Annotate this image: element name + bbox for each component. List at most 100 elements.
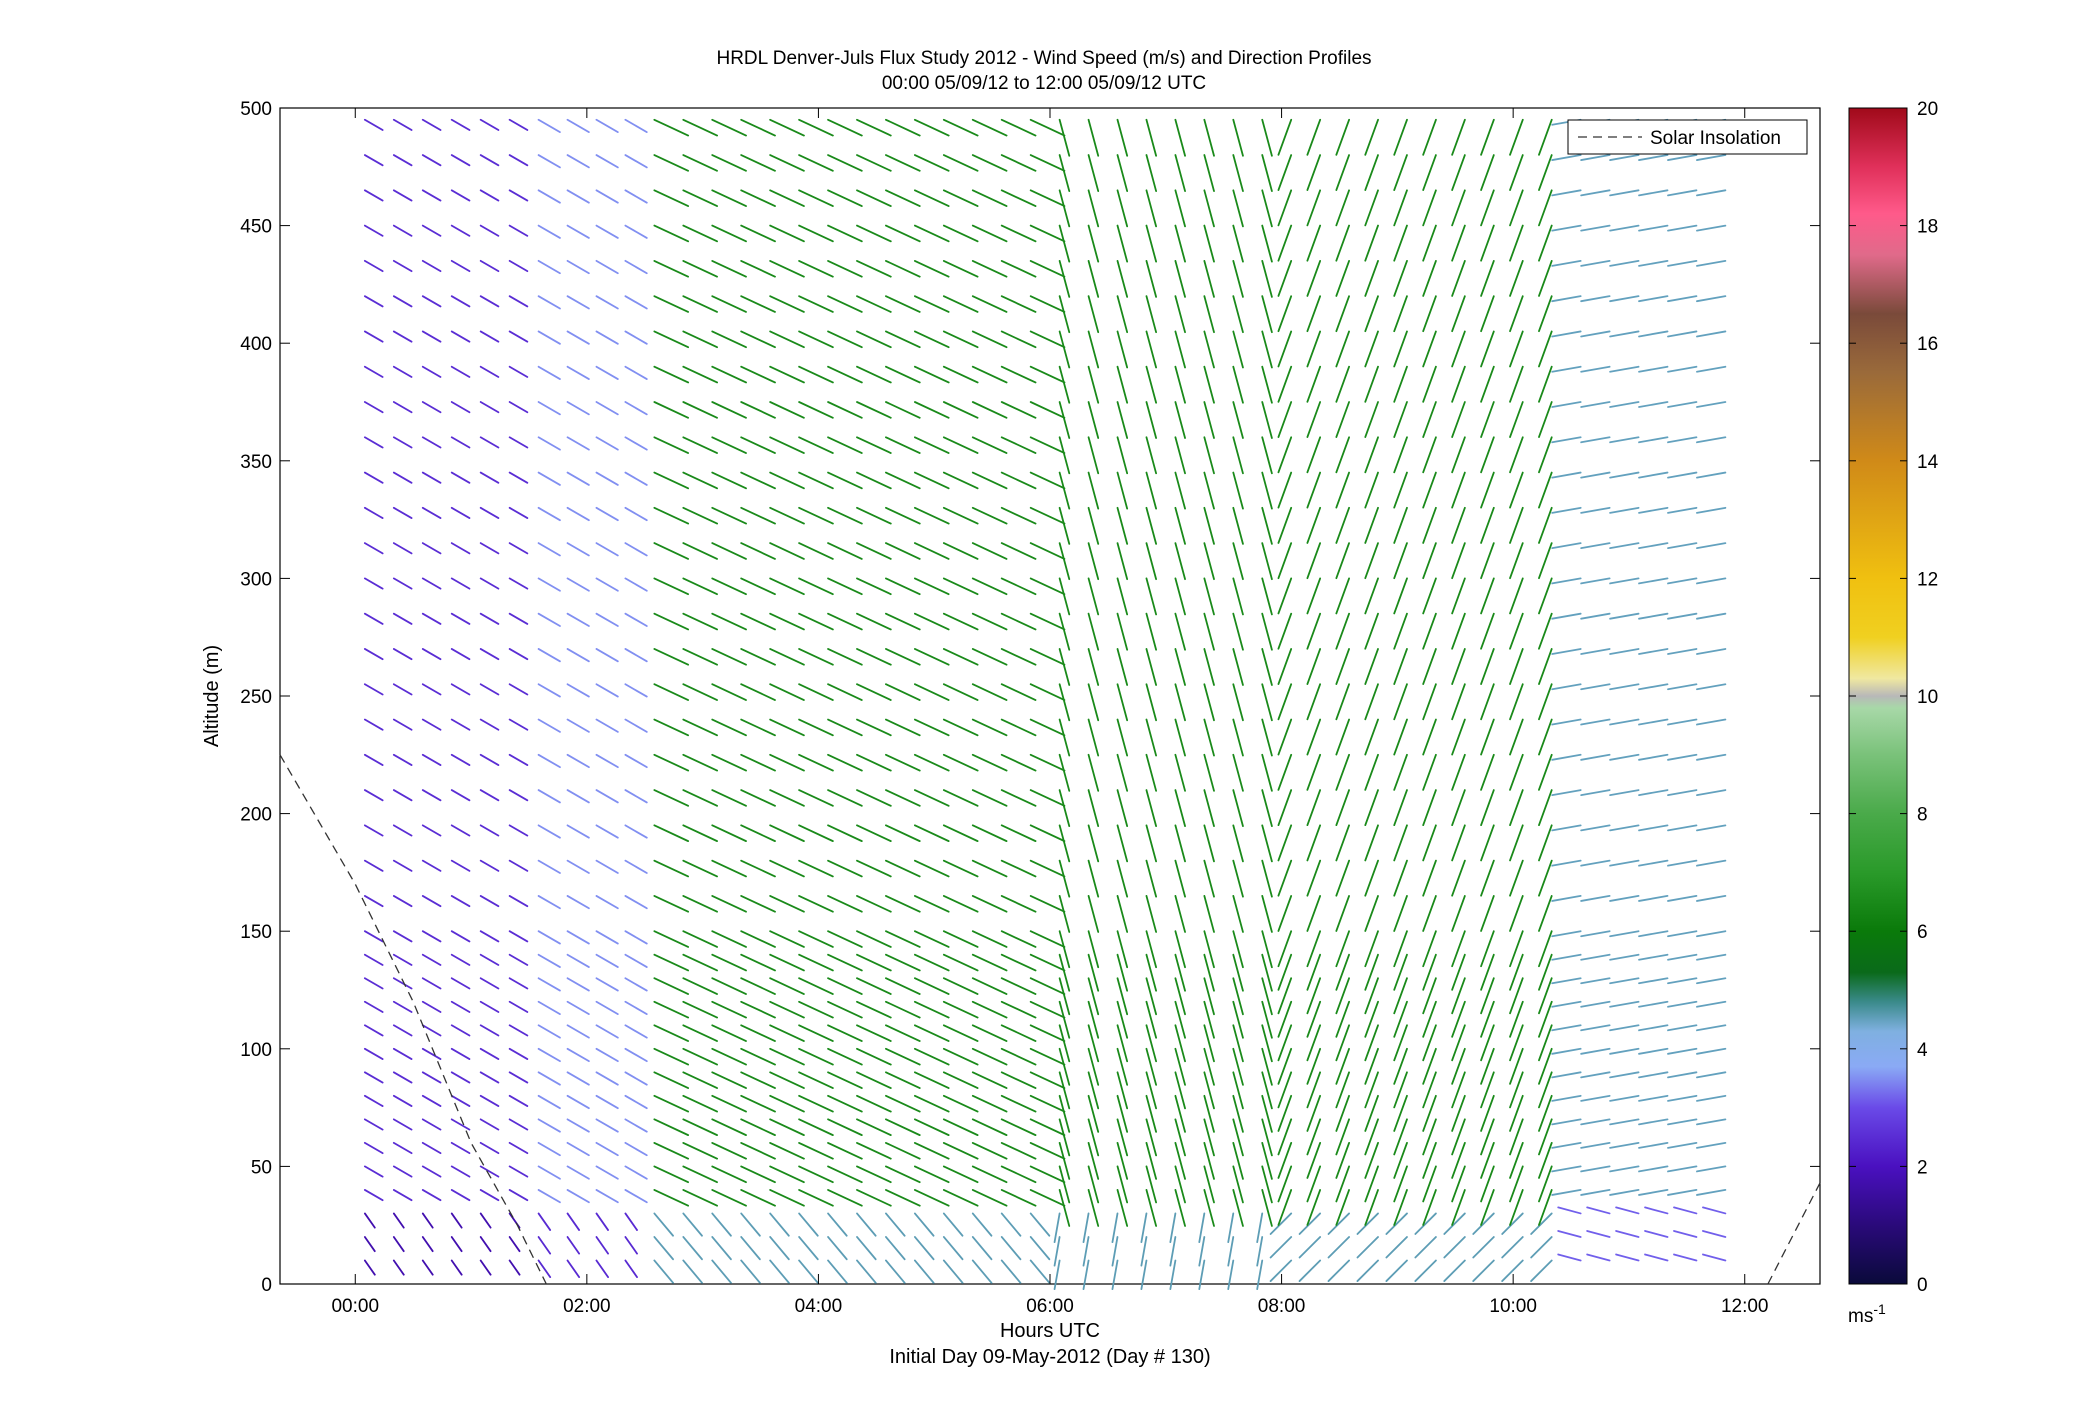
wind-arrow bbox=[740, 542, 776, 560]
wind-arrow bbox=[450, 824, 471, 837]
wind-arrow bbox=[913, 1165, 950, 1184]
wind-arrow bbox=[1451, 753, 1466, 791]
wind-arrow bbox=[1580, 577, 1611, 585]
wind-arrow bbox=[682, 506, 719, 525]
wind-arrow bbox=[479, 1236, 492, 1253]
wind-arrow bbox=[392, 365, 413, 378]
wind-arrow bbox=[363, 753, 384, 766]
wind-arrow bbox=[653, 471, 690, 490]
wind-arrow bbox=[653, 953, 690, 972]
wind-arrow bbox=[1364, 1118, 1379, 1156]
wind-arrow bbox=[1551, 930, 1582, 938]
wind-arrow bbox=[1261, 436, 1273, 475]
wind-arrow bbox=[421, 1094, 442, 1107]
legend-entry: Solar Insolation bbox=[1650, 128, 1781, 149]
wind-arrow bbox=[1087, 1189, 1100, 1227]
wind-arrow bbox=[1058, 1071, 1071, 1110]
wind-arrow bbox=[392, 542, 413, 555]
wind-arrow bbox=[711, 542, 747, 560]
wind-arrow bbox=[1335, 506, 1350, 544]
wind-arrow bbox=[769, 506, 805, 525]
wind-arrow bbox=[537, 1118, 561, 1133]
wind-arrow bbox=[1509, 577, 1524, 615]
wind-arrow bbox=[653, 648, 690, 666]
wind-arrow bbox=[1277, 930, 1293, 968]
wind-arrow bbox=[942, 1189, 979, 1207]
wind-arrow bbox=[1198, 1259, 1206, 1291]
wind-arrow bbox=[508, 1259, 521, 1276]
wind-arrow bbox=[566, 683, 590, 698]
wind-arrow bbox=[1335, 154, 1350, 191]
wind-arrow bbox=[1696, 612, 1727, 620]
x-tick-label: 02:00 bbox=[563, 1296, 611, 1317]
wind-arrow bbox=[537, 401, 561, 416]
wind-arrow bbox=[1551, 189, 1582, 197]
wind-arrow bbox=[624, 977, 648, 992]
wind-arrow bbox=[1116, 612, 1129, 651]
wind-arrow bbox=[711, 753, 747, 772]
colorbar-gradient bbox=[1848, 107, 1908, 1285]
wind-arrow bbox=[1203, 577, 1215, 616]
wind-arrow bbox=[1306, 753, 1322, 791]
wind-arrow bbox=[682, 189, 719, 207]
wind-arrow bbox=[740, 154, 776, 172]
wind-arrow bbox=[1000, 259, 1037, 278]
wind-arrow bbox=[1232, 718, 1244, 757]
wind-arrow bbox=[942, 1000, 979, 1019]
wind-arrow bbox=[479, 648, 500, 661]
wind-arrow bbox=[1203, 118, 1215, 157]
wind-arrow bbox=[798, 1024, 834, 1042]
wind-arrow bbox=[1667, 753, 1698, 761]
wind-arrow bbox=[1638, 577, 1669, 585]
wind-arrow bbox=[566, 1047, 590, 1063]
wind-arrow bbox=[740, 1189, 776, 1207]
y-tick-label: 0 bbox=[261, 1275, 272, 1296]
wind-arrow bbox=[595, 859, 619, 874]
wind-arrow bbox=[711, 154, 747, 172]
wind-arrow bbox=[1364, 895, 1379, 932]
wind-arrow bbox=[1203, 1047, 1215, 1086]
colorbar-unit-exp: -1 bbox=[1873, 1301, 1886, 1317]
wind-arrow bbox=[711, 577, 747, 596]
wind-arrow bbox=[1000, 1071, 1037, 1089]
wind-arrow bbox=[1638, 977, 1669, 985]
wind-arrow bbox=[1667, 930, 1698, 938]
wind-arrow bbox=[1145, 683, 1158, 722]
plot-area: 00:00 02:00 04:00 06:00 08:00 10:00 12:00 0501… bbox=[240, 99, 1821, 1317]
wind-arrow bbox=[1145, 436, 1158, 475]
wind-arrow bbox=[682, 930, 719, 948]
wind-arrow bbox=[1551, 859, 1582, 867]
wind-arrow bbox=[711, 824, 747, 843]
wind-arrow bbox=[798, 612, 834, 631]
wind-arrow bbox=[392, 436, 413, 449]
wind-arrow bbox=[769, 1236, 790, 1261]
wind-arrow bbox=[537, 683, 561, 698]
wind-arrow bbox=[942, 895, 979, 913]
wind-arrow bbox=[595, 577, 619, 592]
wind-arrow bbox=[1393, 1024, 1408, 1062]
wind-arrow bbox=[595, 1236, 609, 1255]
wind-arrow bbox=[1082, 1236, 1090, 1267]
wind-arrow bbox=[1696, 895, 1727, 902]
wind-arrow bbox=[798, 365, 834, 384]
wind-arrow bbox=[1638, 295, 1669, 303]
wind-arrow bbox=[1306, 953, 1322, 991]
wind-arrow bbox=[1000, 1259, 1022, 1284]
wind-arrow bbox=[363, 189, 384, 202]
wind-arrow bbox=[1087, 365, 1100, 404]
wind-arrow bbox=[798, 295, 834, 313]
wind-arrow bbox=[682, 895, 719, 913]
wind-arrow bbox=[798, 506, 834, 525]
wind-arrow bbox=[1538, 824, 1553, 862]
wind-arrow bbox=[421, 295, 442, 308]
wind-arrow bbox=[479, 824, 500, 837]
wind-arrow bbox=[1551, 953, 1582, 961]
wind-arrow bbox=[1277, 1141, 1293, 1179]
wind-arrow bbox=[1087, 1024, 1100, 1063]
wind-arrow bbox=[1029, 154, 1066, 172]
wind-arrow bbox=[624, 1259, 638, 1279]
wind-arrow bbox=[421, 471, 442, 484]
wind-arrow bbox=[769, 1094, 805, 1113]
wind-arrow bbox=[595, 718, 619, 733]
wind-arrow bbox=[1393, 189, 1408, 227]
